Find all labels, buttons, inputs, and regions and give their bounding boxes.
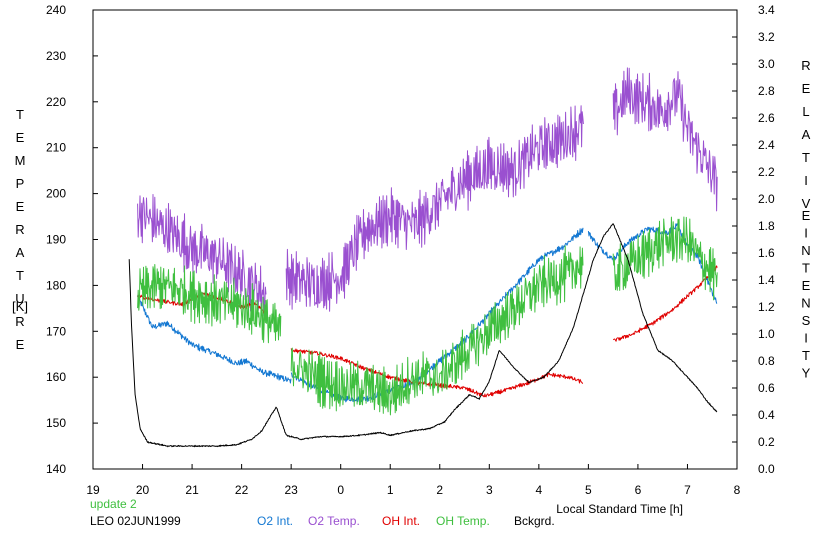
x-tick-label: 4: [536, 483, 543, 497]
y-left-label-char: T: [16, 107, 24, 122]
y-right-tick-label: 2.6: [758, 111, 775, 125]
legend-oh-int: OH Int.: [382, 514, 421, 528]
y-right-tick-label: 0.6: [758, 381, 775, 395]
x-tick-label: 7: [684, 483, 691, 497]
series-line-o2-temp-1: [285, 105, 584, 312]
series-line-o2-int-2: [587, 223, 718, 304]
y-left-tick-label: 150: [46, 416, 66, 430]
y-right-tick-label: 2.2: [758, 165, 775, 179]
y-right-label-char: V: [802, 196, 811, 211]
x-tick-label: 0: [337, 483, 344, 497]
series-line-o2-temp-2: [612, 67, 718, 212]
y-right-tick-label: 3.0: [758, 57, 775, 71]
x-tick-label: 5: [585, 483, 592, 497]
y-left-tick-label: 180: [46, 278, 66, 292]
y-right-label-char: E: [802, 278, 811, 293]
legend-bckgrd: Bckgrd.: [514, 514, 555, 528]
y-right-tick-label: 2.8: [758, 84, 775, 98]
y-left-label-char: M: [15, 153, 26, 168]
y-right-tick-label: 1.6: [758, 246, 775, 260]
y-left-label-char: A: [16, 245, 25, 260]
series-line-o2-temp-0: [137, 194, 267, 316]
y-left-tick-label: 200: [46, 187, 66, 201]
y-right-tick-label: 2.0: [758, 192, 775, 206]
y-right-tick-label: 0.0: [758, 462, 775, 476]
y-left-tick-label: 190: [46, 233, 66, 247]
y-right-label-char: Y: [802, 366, 811, 381]
series-line-oh-temp-2: [612, 216, 718, 301]
legend-oh-temp: OH Temp.: [436, 514, 490, 528]
y-right-label-char: I: [804, 331, 808, 346]
y-right-label-char: A: [802, 127, 811, 142]
y-right-label-char: N: [801, 296, 810, 311]
y-right-tick-label: 2.4: [758, 138, 775, 152]
y-left-tick-label: 170: [46, 324, 66, 338]
x-axis-label: Local Standard Time [h]: [556, 502, 683, 516]
y-right-label-char: T: [802, 150, 810, 165]
y-left-label-char: P: [16, 176, 25, 191]
y-right-tick-label: 1.2: [758, 300, 775, 314]
y-right-tick-label: 1.8: [758, 219, 775, 233]
y-left-tick-label: 220: [46, 95, 66, 109]
x-tick-label: 6: [635, 483, 642, 497]
y-right-tick-label: 0.8: [758, 354, 775, 368]
x-tick-label: 1: [387, 483, 394, 497]
y-left-tick-label: 140: [46, 462, 66, 476]
legend-o2-int: O2 Int.: [257, 514, 294, 528]
y-right-label-char: I: [804, 226, 808, 241]
y-right-label-char: S: [802, 313, 811, 328]
y-right-label-char: E: [802, 81, 811, 96]
y-left-label-char: [K]: [12, 299, 28, 314]
y-right-label-char: I: [804, 173, 808, 188]
x-tick-label: 2: [436, 483, 443, 497]
y-right-tick-label: 3.4: [758, 3, 775, 17]
y-left-tick-label: 240: [46, 3, 66, 17]
y-left-tick-label: 230: [46, 49, 66, 63]
series-line-oh-temp-1: [290, 245, 584, 416]
y-right-label-char: E: [802, 208, 811, 223]
dataset-label: LEO 02JUN1999: [90, 514, 181, 528]
x-tick-label: 8: [734, 483, 741, 497]
x-tick-label: 20: [136, 483, 150, 497]
x-tick-label: 3: [486, 483, 493, 497]
series-line-bckgrd-0: [128, 223, 718, 448]
y-right-tick-label: 0.4: [758, 408, 775, 422]
series-line-o2-int-0: [137, 295, 292, 384]
y-left-label-char: E: [16, 199, 25, 214]
x-tick-label: 22: [235, 483, 249, 497]
y-right-tick-label: 3.2: [758, 30, 775, 44]
x-tick-label: 21: [185, 483, 199, 497]
y-left-label-char: E: [16, 337, 25, 352]
y-right-label-char: T: [802, 348, 810, 363]
y-left-label-char: U: [15, 291, 24, 306]
y-left-label-char: E: [16, 130, 25, 145]
y-right-label-char: T: [802, 261, 810, 276]
y-right-label-char: L: [802, 104, 809, 119]
y-left-tick-label: 210: [46, 141, 66, 155]
series-line-oh-int-2: [613, 265, 718, 342]
x-tick-label: 23: [284, 483, 298, 497]
y-left-label-char: R: [15, 222, 24, 237]
y-right-tick-label: 1.0: [758, 327, 775, 341]
y-right-tick-label: 0.2: [758, 435, 775, 449]
y-left-tick-label: 160: [46, 370, 66, 384]
series-line-oh-temp-0: [137, 264, 282, 344]
x-tick-label: 19: [86, 483, 100, 497]
y-left-label-char: T: [16, 268, 24, 283]
y-left-label-char: R: [15, 314, 24, 329]
y-right-label-char: R: [801, 58, 810, 73]
y-right-label-char: N: [801, 243, 810, 258]
legend-o2-temp: O2 Temp.: [308, 514, 360, 528]
update-label: update 2: [90, 497, 137, 511]
y-right-tick-label: 1.4: [758, 273, 775, 287]
